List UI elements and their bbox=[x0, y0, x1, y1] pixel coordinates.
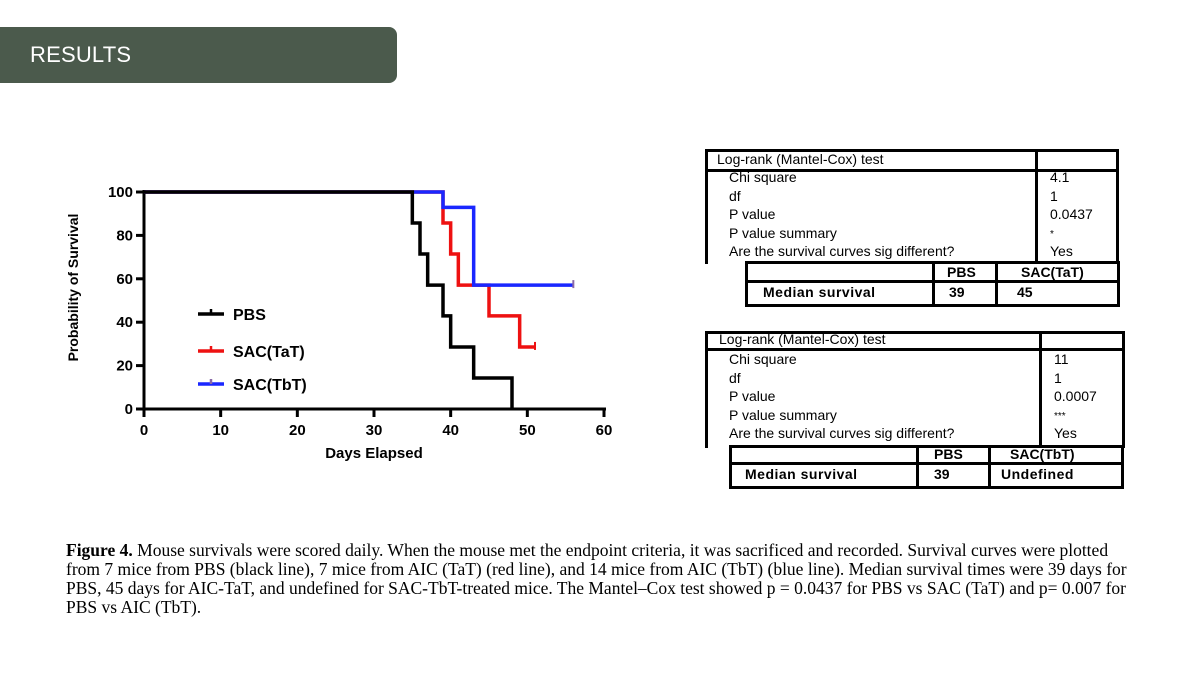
x-tick-label: 50 bbox=[519, 422, 536, 439]
table1-col-sac: SAC(TaT) bbox=[1021, 264, 1084, 280]
x-tick-label: 60 bbox=[596, 422, 613, 439]
y-tick-label: 0 bbox=[125, 401, 133, 418]
y-axis-label: Probability of Survival bbox=[65, 214, 81, 362]
series-sac-tbt--line bbox=[144, 190, 574, 287]
x-tick-label: 0 bbox=[140, 422, 148, 439]
banner-title: RESULTS bbox=[30, 42, 132, 67]
table2-row-label: Chi square bbox=[729, 351, 797, 367]
table2-col-sac: SAC(TbT) bbox=[1010, 446, 1075, 462]
table1-row-value: 1 bbox=[1050, 187, 1058, 204]
table1-row-value: 4.1 bbox=[1050, 169, 1070, 185]
y-tick-label: 80 bbox=[116, 227, 133, 244]
x-axis-label: Days Elapsed bbox=[325, 445, 423, 462]
table1-row-label: Chi square bbox=[729, 169, 797, 185]
table2-median-sac: Undefined bbox=[1001, 466, 1074, 482]
table2-row-label: P value bbox=[729, 388, 776, 404]
y-tick-label: 60 bbox=[116, 271, 133, 288]
caption-label: Figure 4. bbox=[66, 540, 133, 560]
series-sac-tat--line bbox=[144, 190, 535, 349]
legend-label: SAC(TbT) bbox=[233, 377, 307, 394]
table1-row-label: Are the survival curves sig different? bbox=[729, 243, 955, 259]
logrank-table-1: Log-rank (Mantel-Cox) test Chi square 4.1… bbox=[705, 149, 1120, 307]
x-tick-label: 10 bbox=[212, 422, 229, 439]
table1-median-sac: 45 bbox=[1017, 284, 1033, 300]
table2-row-label: Are the survival curves sig different? bbox=[729, 425, 955, 441]
table1-median-pbs: 39 bbox=[949, 284, 965, 300]
table2-header: Log-rank (Mantel-Cox) test bbox=[719, 331, 886, 347]
legend-label: PBS bbox=[233, 307, 266, 324]
caption-text: Mouse survivals were scored daily. When … bbox=[66, 540, 1127, 617]
table1-row-value: * bbox=[1050, 228, 1054, 240]
results-banner: RESULTS bbox=[0, 27, 397, 83]
table1-row-label: P value summary bbox=[729, 224, 837, 241]
y-tick-label: 20 bbox=[116, 358, 133, 375]
table2-row-value: *** bbox=[1054, 410, 1066, 422]
table2-row-label: P value summary bbox=[729, 406, 837, 423]
table2-row-label: df bbox=[729, 369, 741, 386]
table1-row-label: P value bbox=[729, 206, 776, 222]
table2-col-pbs: PBS bbox=[934, 446, 963, 462]
table1-median-label: Median survival bbox=[763, 284, 876, 300]
survival-chart: 0 20 40 60 80 100 0 10 20 30 40 50 60 Days Elapsed Pro… bbox=[65, 184, 613, 462]
table1-row-value: 0.0437 bbox=[1050, 206, 1093, 222]
logrank-table-2: Log-rank (Mantel-Cox) test Chi square 11 d… bbox=[705, 331, 1125, 489]
table2-row-value: 11 bbox=[1054, 351, 1069, 367]
x-tick-label: 20 bbox=[289, 422, 306, 439]
figure-caption: Figure 4. Mouse survivals were scored da… bbox=[66, 541, 1146, 617]
y-tick-label: 40 bbox=[116, 314, 133, 331]
x-tick-label: 30 bbox=[366, 422, 383, 439]
table2-row-value: 0.0007 bbox=[1054, 388, 1097, 404]
table1-col-pbs: PBS bbox=[947, 264, 976, 280]
table2-row-value: 1 bbox=[1054, 369, 1062, 386]
table1-row-label: df bbox=[729, 187, 741, 204]
x-tick-label: 40 bbox=[442, 422, 459, 439]
table2-row-value: Yes bbox=[1054, 425, 1077, 441]
table1-header: Log-rank (Mantel-Cox) test bbox=[717, 151, 884, 167]
table1-row-value: Yes bbox=[1050, 243, 1073, 259]
table2-median-pbs: 39 bbox=[934, 466, 950, 482]
table2-median-label: Median survival bbox=[745, 466, 858, 482]
legend-label: SAC(TaT) bbox=[233, 344, 305, 361]
series-pbs-line bbox=[144, 190, 514, 409]
y-tick-label: 100 bbox=[108, 184, 133, 201]
